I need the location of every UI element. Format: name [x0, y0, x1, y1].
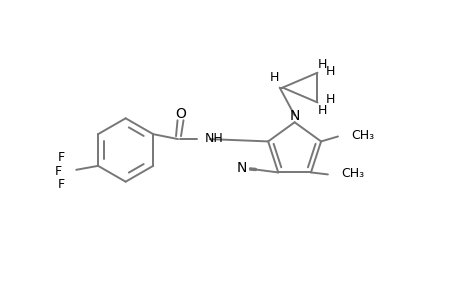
- Text: H: H: [325, 93, 334, 106]
- Text: NH: NH: [204, 132, 223, 145]
- Text: N: N: [289, 109, 299, 123]
- Text: CH₃: CH₃: [340, 167, 363, 180]
- Text: N: N: [236, 161, 247, 176]
- Text: H: H: [325, 65, 334, 78]
- Text: H: H: [269, 71, 279, 84]
- Text: F: F: [58, 152, 65, 164]
- Text: F: F: [55, 165, 62, 178]
- Text: H: H: [317, 104, 326, 117]
- Text: H: H: [317, 58, 326, 71]
- Text: O: O: [175, 107, 186, 121]
- Text: F: F: [58, 178, 65, 191]
- Text: CH₃: CH₃: [350, 129, 373, 142]
